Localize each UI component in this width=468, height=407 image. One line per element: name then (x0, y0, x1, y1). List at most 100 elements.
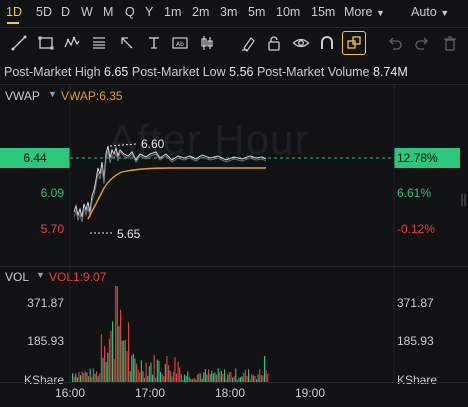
panel-resize-handle[interactable] (461, 192, 466, 208)
volume-bar (251, 374, 253, 382)
low-marker-label: 5.65 (117, 227, 141, 241)
caret-down-icon[interactable]: ▼ (36, 270, 45, 280)
volume-bar (228, 372, 230, 382)
delete-icon[interactable] (439, 32, 461, 54)
timeframe-w[interactable]: W (81, 5, 93, 19)
volume-bar (246, 375, 248, 382)
timeframe-5d[interactable]: 5D (36, 5, 52, 19)
volume-bar (179, 367, 181, 382)
post-market-high-value: 6.65 (104, 65, 129, 79)
volume-bar (123, 340, 125, 382)
wave-icon[interactable] (61, 32, 83, 54)
text-icon[interactable] (143, 32, 165, 54)
volume-bar (134, 358, 136, 382)
volume-bar (235, 368, 237, 382)
vwap-indicator-label[interactable]: VWAP (5, 89, 40, 103)
volume-chart[interactable] (0, 266, 468, 382)
volume-bar (100, 334, 102, 382)
volume-bar (180, 374, 182, 382)
volume-bar (211, 370, 213, 382)
volume-bar (137, 369, 139, 382)
volume-bar (96, 371, 98, 382)
post-market-volume-label: Post-Market Volume (256, 65, 370, 79)
divider (0, 382, 468, 383)
volume-bar (192, 379, 194, 382)
volume-bar (212, 373, 214, 382)
drawing-toolbar: Ab (0, 30, 468, 56)
post-market-info: Post-Market High 6.65 Post-Market Low 5.… (4, 65, 408, 79)
layers-icon[interactable] (342, 31, 366, 55)
volume-bar (145, 362, 147, 382)
volume-bar (76, 377, 78, 382)
arrow-icon[interactable] (116, 32, 138, 54)
price-tick-low: 5.70 (40, 222, 64, 236)
price-chart[interactable] (0, 84, 468, 266)
volume-bar (80, 375, 82, 382)
caret-down-icon: ▼ (440, 8, 450, 18)
volume-bar (92, 368, 94, 382)
eraser-icon[interactable] (263, 32, 285, 54)
candle-icon[interactable] (196, 32, 218, 54)
timeframe-y[interactable]: Y (145, 5, 154, 19)
volume-bar (168, 365, 170, 382)
svg-text:Ab: Ab (176, 41, 184, 48)
rectangle-icon[interactable] (35, 32, 57, 54)
vol-tick-mid: 185.93 (27, 334, 64, 348)
volume-bar (227, 374, 229, 382)
volume-bar (230, 371, 232, 382)
redo-icon[interactable] (411, 32, 433, 54)
divider (0, 84, 468, 85)
magnet-icon[interactable] (316, 32, 338, 54)
volume-bar (89, 368, 91, 382)
timeframe-1m[interactable]: 1m (164, 5, 182, 19)
timeframe-1d[interactable]: 1D (6, 5, 22, 19)
volume-bar (217, 368, 219, 382)
volume-bar (169, 370, 171, 382)
volume-bar (84, 371, 86, 382)
more-label: More (344, 5, 373, 19)
lock-icon[interactable] (237, 32, 259, 54)
fib-icon[interactable] (88, 32, 110, 54)
pct-tick-mid: 6.61% (397, 186, 432, 200)
volume-bar (256, 379, 258, 382)
price-label-icon[interactable]: Ab (169, 32, 191, 54)
volume-bar (198, 373, 200, 382)
timeframe-15m[interactable]: 15m (311, 5, 336, 19)
timeframe-3m[interactable]: 3m (220, 5, 238, 19)
caret-down-icon: ▼ (375, 8, 385, 18)
eye-icon[interactable] (290, 32, 312, 54)
volume-bar (201, 378, 203, 382)
high-marker-label: 6.60 (141, 137, 165, 151)
volume-bar (120, 309, 122, 382)
volume-bar (113, 358, 115, 382)
auto-dropdown[interactable]: Auto ▼ (411, 5, 449, 19)
volume-bar (129, 371, 131, 382)
volume-bar (206, 374, 208, 382)
vol-tick-mid-right: 185.93 (397, 334, 434, 348)
timeframe-10m[interactable]: 10m (276, 5, 301, 19)
volume-bar (204, 369, 206, 382)
volume-bar (216, 374, 218, 382)
volume-bar (81, 371, 83, 382)
trend-line-icon[interactable] (8, 32, 30, 54)
volume-bar (126, 351, 128, 382)
timeframe-2m[interactable]: 2m (192, 5, 210, 19)
volume-bar (254, 376, 256, 382)
volume-bar (177, 361, 179, 382)
caret-down-icon[interactable]: ▼ (48, 89, 57, 99)
volume-bar (72, 373, 74, 382)
auto-label: Auto (411, 5, 437, 19)
timeframe-q[interactable]: Q (125, 5, 135, 19)
volume-bar (132, 353, 134, 382)
timeframe-5m[interactable]: 5m (248, 5, 266, 19)
vol-indicator-label[interactable]: VOL (5, 270, 30, 284)
undo-icon[interactable] (384, 32, 406, 54)
more-dropdown[interactable]: More ▼ (344, 5, 385, 19)
divider (0, 266, 468, 267)
volume-bar (185, 375, 187, 382)
timeframe-m[interactable]: M (103, 5, 114, 19)
volume-bar (105, 362, 107, 382)
volume-bar (97, 376, 99, 382)
timeframe-d[interactable]: D (61, 5, 71, 19)
volume-bar (102, 357, 104, 382)
